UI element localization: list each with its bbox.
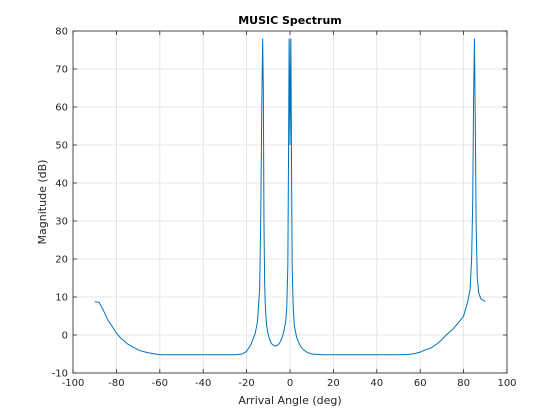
x-tick-label: -80 bbox=[108, 378, 124, 389]
x-axis-label: Arrival Angle (deg) bbox=[238, 394, 341, 407]
y-tick-label: 0 bbox=[62, 331, 68, 342]
y-axis-label: Magnitude (dB) bbox=[36, 160, 49, 245]
x-tick-label: 0 bbox=[287, 378, 293, 389]
y-tick-label: 60 bbox=[55, 103, 68, 114]
y-tick-label: 40 bbox=[55, 179, 68, 190]
y-tick-label: 70 bbox=[55, 65, 68, 76]
x-tick-label: -20 bbox=[238, 378, 254, 389]
y-tick-label: 50 bbox=[55, 141, 68, 152]
x-axis-ticks: -100 -80 -60 -40 -20 0 20 40 60 80 100 bbox=[62, 31, 517, 389]
y-tick-label: 80 bbox=[55, 27, 68, 38]
spectrum-line bbox=[94, 38, 486, 356]
y-tick-label: -10 bbox=[52, 369, 68, 380]
x-tick-label: 60 bbox=[414, 378, 427, 389]
x-tick-label: 40 bbox=[370, 378, 383, 389]
x-tick-label: -100 bbox=[62, 378, 85, 389]
x-tick-label: -40 bbox=[195, 378, 211, 389]
x-tick-label: -60 bbox=[152, 378, 168, 389]
x-tick-label: 20 bbox=[327, 378, 340, 389]
x-tick-label: 100 bbox=[497, 378, 516, 389]
y-tick-label: 30 bbox=[55, 217, 68, 228]
chart-title: MUSIC Spectrum bbox=[238, 14, 342, 27]
y-tick-label: 10 bbox=[55, 293, 68, 304]
y-tick-label: 20 bbox=[55, 255, 68, 266]
x-tick-label: 80 bbox=[457, 378, 470, 389]
y-axis-ticks: -10 0 10 20 30 40 50 60 70 80 bbox=[52, 27, 507, 380]
